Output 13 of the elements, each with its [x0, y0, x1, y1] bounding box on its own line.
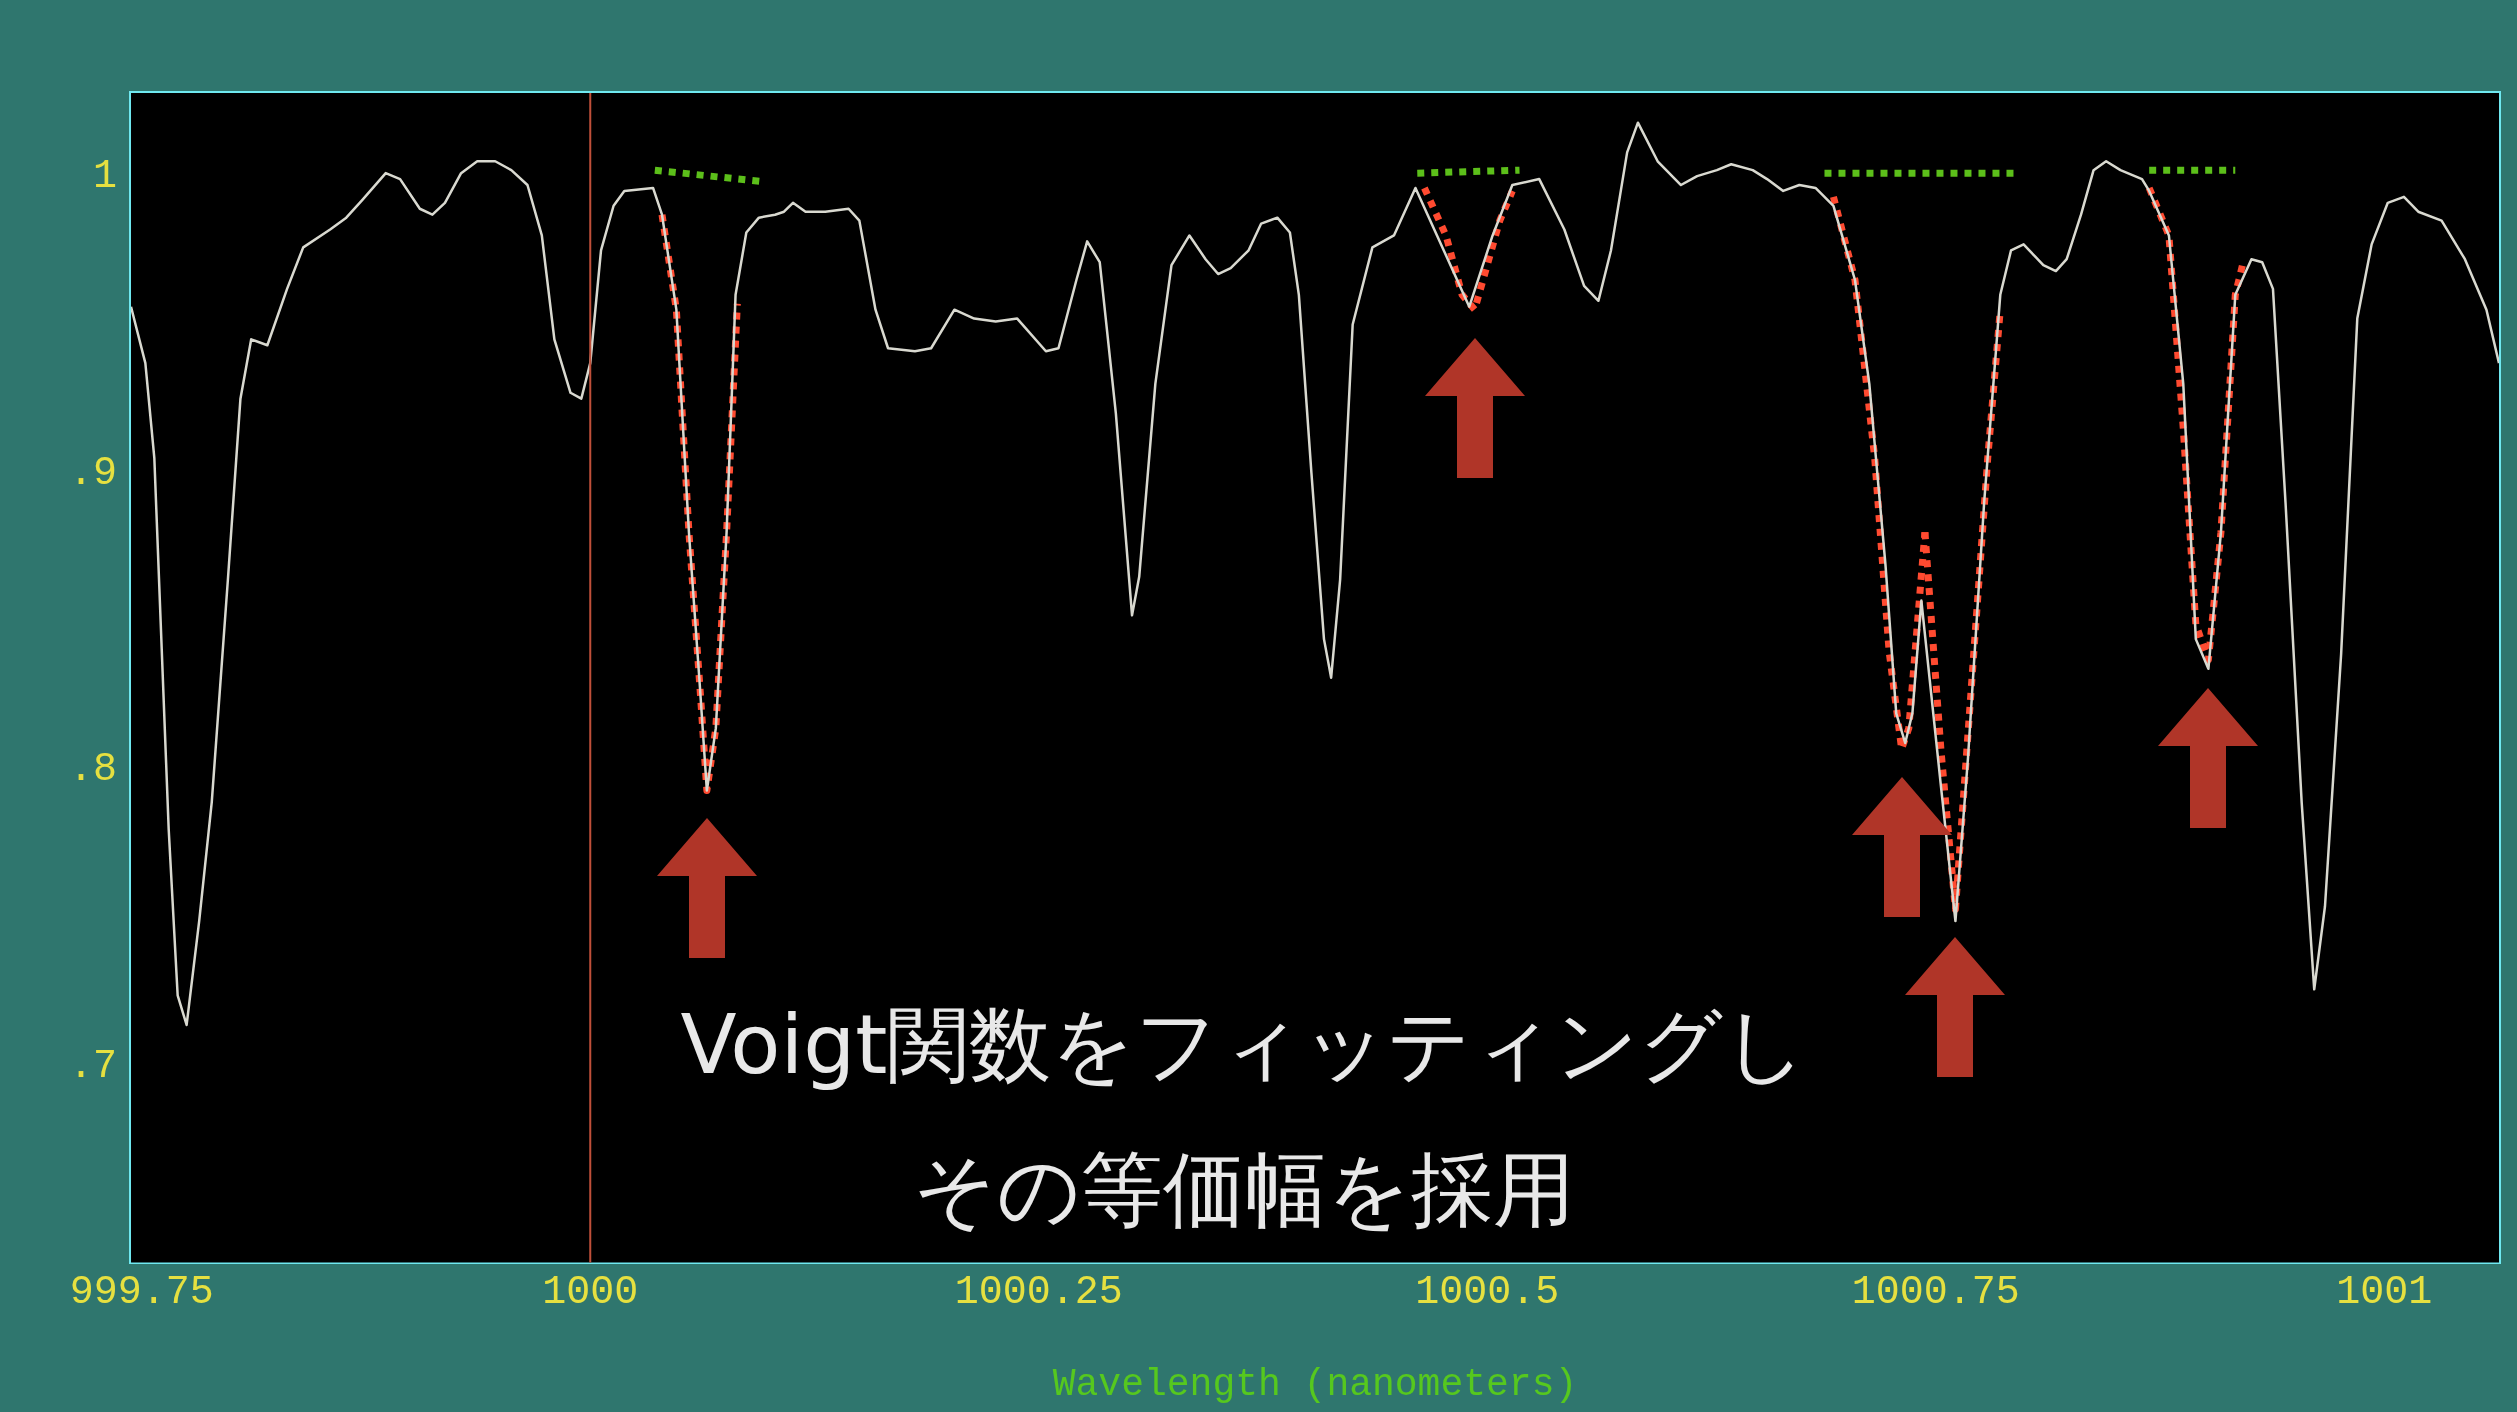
- x-tick-label: 1001: [2336, 1269, 2433, 1315]
- y-tick-label: .8: [68, 747, 118, 793]
- annotation: その等価幅を採用: [911, 1141, 1576, 1240]
- x-tick-label: 1000.5: [1415, 1269, 1560, 1315]
- y-tick-label: .9: [68, 450, 118, 496]
- x-tick-label: 1000.75: [1851, 1269, 2020, 1315]
- x-tick-label: 1000: [542, 1269, 639, 1315]
- y-tick-label: .7: [68, 1044, 118, 1090]
- x-tick-label: 999.75: [69, 1269, 214, 1315]
- x-tick-label: 1000.25: [954, 1269, 1123, 1315]
- annotation: Voigt関数をフィッティングし: [679, 996, 1809, 1095]
- y-tick-label: 1: [92, 153, 118, 199]
- x-axis-title: Wavelength (nanometers): [1052, 1363, 1578, 1407]
